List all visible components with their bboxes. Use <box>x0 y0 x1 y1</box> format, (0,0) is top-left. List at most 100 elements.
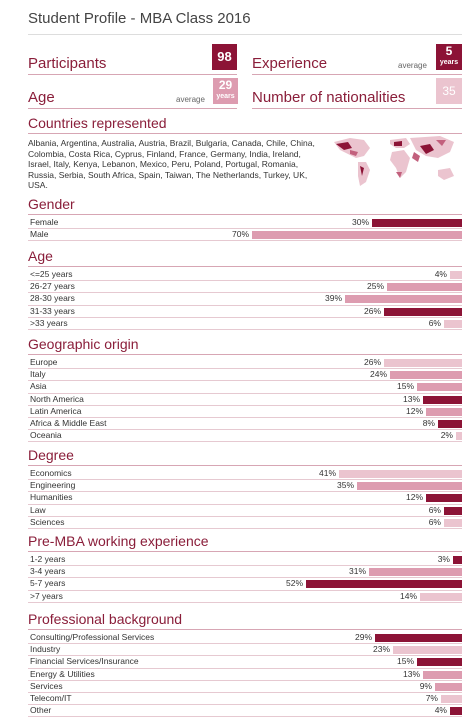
pre-mba-working-experience-bar <box>306 580 462 589</box>
geographic-origin-bar <box>438 420 462 428</box>
age-rule <box>28 266 462 267</box>
professional-background-value-label: 9% <box>419 680 432 691</box>
age-row-label: 31-33 years <box>30 305 75 316</box>
age-bar <box>387 283 462 292</box>
professional-background-row-divider <box>28 667 462 669</box>
degree-row-label: Law <box>30 504 46 515</box>
age-bar <box>345 295 462 304</box>
experience-rule <box>252 74 462 75</box>
professional-background-row-label: Industry <box>30 644 61 655</box>
geographic-origin-row-divider <box>28 429 462 431</box>
age-kpi-label: Age <box>28 89 55 106</box>
world-map-icon <box>334 136 454 186</box>
pre-mba-working-experience-bar <box>453 556 462 564</box>
degree-value-label: 41% <box>318 468 336 478</box>
geographic-origin-value-label: 13% <box>402 393 420 404</box>
geographic-origin-value-label: 24% <box>369 369 387 380</box>
degree-row-label: Economics <box>30 468 72 478</box>
countries-title: Countries represented <box>28 115 167 131</box>
age-kpi-sub: average <box>176 95 205 104</box>
age-value-label: 25% <box>366 281 384 292</box>
participants-value-box: 98 <box>212 44 237 70</box>
degree-value-label: 35% <box>336 480 354 491</box>
geographic-origin-bar <box>390 371 462 380</box>
pre-mba-working-experience-row-divider <box>28 565 462 567</box>
professional-background-bar <box>441 695 462 703</box>
geographic-origin-bar <box>456 432 462 441</box>
gender-value-label: 70% <box>231 229 249 240</box>
nationalities-value: 35 <box>442 84 456 98</box>
professional-background-bar <box>393 646 462 655</box>
experience-sub: average <box>398 61 427 70</box>
degree-row-divider <box>28 503 462 505</box>
geographic-origin-rule <box>28 354 462 355</box>
age-value: 29 <box>218 78 233 92</box>
pre-mba-working-experience-row-label: 3-4 years <box>30 566 66 577</box>
age-row-divider <box>28 316 462 318</box>
age-row-label: <=25 years <box>30 269 73 279</box>
degree-bar <box>444 506 462 515</box>
professional-background-value-label: 23% <box>372 644 390 655</box>
pre-mba-working-experience-row-label: 5-7 years <box>30 578 66 589</box>
pre-mba-working-experience-row-label: >7 years <box>30 590 63 601</box>
experience-value: 5 <box>445 44 453 58</box>
degree-row-divider <box>28 491 462 493</box>
geographic-origin-row-divider <box>28 380 462 382</box>
degree-rule <box>28 465 462 466</box>
professional-background-value-label: 7% <box>425 693 438 703</box>
geographic-origin-row-label: Asia <box>30 381 47 392</box>
pre-mba-working-experience-value-label: 14% <box>399 590 417 601</box>
degree-row-label: Engineering <box>30 480 76 491</box>
gender-row-divider <box>28 240 462 242</box>
professional-background-row-divider <box>28 692 462 693</box>
professional-background-bar <box>450 707 462 716</box>
gender-value-label: 30% <box>351 217 369 227</box>
professional-background-row-divider <box>28 679 462 681</box>
countries-rule <box>28 133 462 134</box>
age-bar <box>444 319 462 328</box>
experience-value-box: 5 years <box>436 44 462 70</box>
geographic-origin-value-label: 8% <box>422 418 435 428</box>
pre-mba-working-experience-row-divider <box>28 601 462 603</box>
degree-row-divider <box>28 479 462 481</box>
age-row-divider <box>28 329 462 330</box>
nationalities-value-box: 35 <box>436 78 462 104</box>
experience-label: Experience <box>252 55 328 72</box>
geographic-origin-bar <box>426 407 462 416</box>
professional-background-row-divider <box>28 643 462 645</box>
degree-value-label: 12% <box>405 492 423 503</box>
age-row-label: >33 years <box>30 317 68 328</box>
geographic-origin-value-label: 26% <box>363 357 381 367</box>
age-bar <box>450 271 462 279</box>
pre-mba-working-experience-value-label: 3% <box>437 554 450 564</box>
degree-bar <box>357 482 462 491</box>
age-row-label: 28-30 years <box>30 293 75 304</box>
pre-mba-working-experience-bar <box>420 592 462 601</box>
countries-list: Albania, Argentina, Australia, Austria, … <box>28 138 315 190</box>
geographic-origin-bar <box>384 359 462 367</box>
age-title: Age <box>28 248 53 264</box>
geographic-origin-row-divider <box>28 392 462 394</box>
professional-background-value-label: 29% <box>354 632 372 642</box>
degree-bar <box>444 518 462 527</box>
professional-background-bar <box>423 670 462 679</box>
age-row-divider <box>28 280 462 282</box>
professional-background-value-label: 4% <box>434 705 447 716</box>
header-rule <box>28 34 462 35</box>
professional-background-bar <box>435 682 462 691</box>
gender-title: Gender <box>28 196 75 212</box>
geographic-origin-row-label: North America <box>30 393 84 404</box>
experience-unit: years <box>439 59 459 66</box>
geographic-origin-value-label: 2% <box>440 430 453 441</box>
professional-background-row-label: Energy & Utilities <box>30 668 95 679</box>
degree-title: Degree <box>28 447 74 463</box>
pre-mba-working-experience-title: Pre-MBA working experience <box>28 533 209 549</box>
gender-rule <box>28 214 462 215</box>
geographic-origin-row-divider <box>28 404 462 406</box>
gender-row-label: Female <box>30 217 59 227</box>
age-value-label: 26% <box>363 305 381 316</box>
geographic-origin-row-label: Italy <box>30 369 46 380</box>
participants-rule <box>28 74 237 75</box>
professional-background-value-label: 15% <box>396 656 414 667</box>
geographic-origin-bar <box>417 383 462 392</box>
